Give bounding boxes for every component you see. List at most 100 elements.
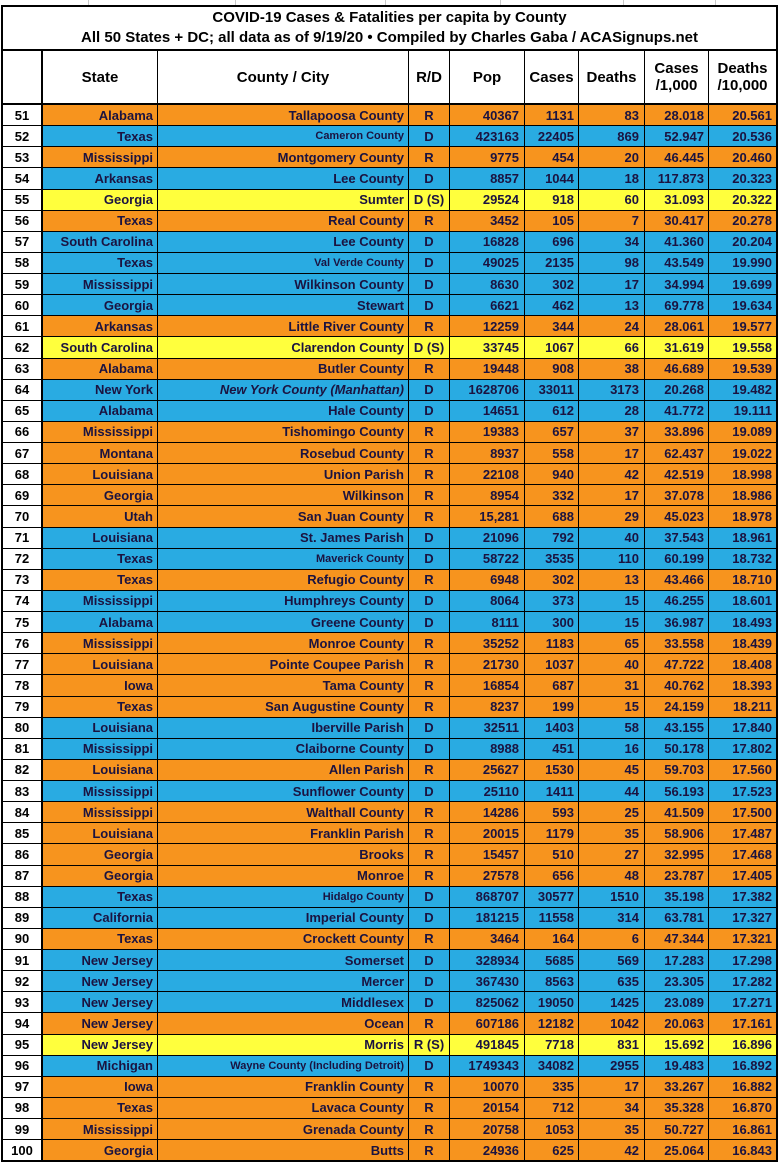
gridline-stub <box>500 0 501 5</box>
cell-party: D <box>409 126 450 147</box>
cell-population: 20154 <box>450 1097 525 1118</box>
cell-county: Franklin Parish <box>158 823 409 844</box>
cell-population: 868707 <box>450 886 525 907</box>
cell-state: Alabama <box>43 358 158 379</box>
cell-rank: 73 <box>3 569 43 590</box>
cell-party: R <box>409 1119 450 1140</box>
cell-cases-per-1000: 15.692 <box>645 1034 709 1055</box>
cell-county: Monroe <box>158 865 409 886</box>
cell-county: Val Verde County <box>158 252 409 273</box>
cell-deaths-per-10000: 17.271 <box>709 992 776 1013</box>
cell-cases: 688 <box>525 506 579 527</box>
cell-county: Grenada County <box>158 1119 409 1140</box>
table-row: 75 Alabama Greene County D 8111 300 15 3… <box>3 612 776 634</box>
col-header-deaths-per-10000-line2: /10,000 <box>717 77 768 94</box>
cell-deaths-per-10000: 19.699 <box>709 274 776 295</box>
cell-deaths-per-10000: 19.577 <box>709 316 776 337</box>
table-row: 90 Texas Crockett County R 3464 164 6 47… <box>3 928 776 950</box>
cell-county: Little River County <box>158 316 409 337</box>
cell-rank: 66 <box>3 421 43 442</box>
cell-cases-per-1000: 19.483 <box>645 1055 709 1076</box>
col-header-rank <box>3 51 43 103</box>
table-row: 94 New Jersey Ocean R 607186 12182 1042 … <box>3 1013 776 1035</box>
cell-deaths: 25 <box>579 802 645 823</box>
cell-rank: 70 <box>3 506 43 527</box>
cell-party: D <box>409 717 450 738</box>
cell-population: 825062 <box>450 992 525 1013</box>
cell-population: 58722 <box>450 548 525 569</box>
cell-deaths: 17 <box>579 443 645 464</box>
cell-county: Clarendon County <box>158 337 409 358</box>
cell-deaths: 34 <box>579 231 645 252</box>
cell-deaths-per-10000: 17.468 <box>709 844 776 865</box>
cell-party: R <box>409 105 450 126</box>
table-row: 78 Iowa Tama County R 16854 687 31 40.76… <box>3 675 776 697</box>
cell-deaths-per-10000: 20.460 <box>709 147 776 168</box>
table-row: 65 Alabama Hale County D 14651 612 28 41… <box>3 400 776 422</box>
cell-cases: 2135 <box>525 252 579 273</box>
cell-cases-per-1000: 43.155 <box>645 717 709 738</box>
table-row: 97 Iowa Franklin County R 10070 335 17 3… <box>3 1076 776 1098</box>
cell-deaths-per-10000: 17.802 <box>709 738 776 759</box>
cell-deaths: 27 <box>579 844 645 865</box>
cell-party: R <box>409 210 450 231</box>
cell-county: Pointe Coupee Parish <box>158 654 409 675</box>
table-row: 60 Georgia Stewart D 6621 462 13 69.778 … <box>3 295 776 317</box>
table-row: 89 California Imperial County D 181215 1… <box>3 907 776 929</box>
cell-deaths-per-10000: 20.561 <box>709 105 776 126</box>
cell-deaths-per-10000: 17.282 <box>709 971 776 992</box>
cell-cases-per-1000: 46.689 <box>645 358 709 379</box>
cell-cases-per-1000: 41.772 <box>645 400 709 421</box>
cell-population: 12259 <box>450 316 525 337</box>
cell-state: California <box>43 907 158 928</box>
cell-cases: 792 <box>525 527 579 548</box>
cell-county: Lee County <box>158 168 409 189</box>
cell-party: D <box>409 992 450 1013</box>
cell-rank: 52 <box>3 126 43 147</box>
cell-deaths-per-10000: 19.089 <box>709 421 776 442</box>
cell-party: R <box>409 464 450 485</box>
cell-rank: 87 <box>3 865 43 886</box>
cell-party: R (S) <box>409 1034 450 1055</box>
cell-deaths-per-10000: 19.482 <box>709 379 776 400</box>
cell-deaths-per-10000: 18.493 <box>709 612 776 633</box>
cell-rank: 81 <box>3 738 43 759</box>
cell-deaths-per-10000: 20.536 <box>709 126 776 147</box>
cell-state: Georgia <box>43 295 158 316</box>
cell-party: D <box>409 168 450 189</box>
gridline-stub <box>88 0 89 5</box>
table-title: COVID-19 Cases & Fatalities per capita b… <box>212 9 567 26</box>
cell-deaths: 48 <box>579 865 645 886</box>
cell-deaths: 635 <box>579 971 645 992</box>
cell-cases-per-1000: 59.703 <box>645 759 709 780</box>
cell-party: R <box>409 1076 450 1097</box>
cell-state: Louisiana <box>43 464 158 485</box>
cell-rank: 82 <box>3 759 43 780</box>
cell-party: D <box>409 231 450 252</box>
cell-rank: 100 <box>3 1140 43 1161</box>
cell-cases: 1067 <box>525 337 579 358</box>
cell-party: D <box>409 1055 450 1076</box>
cell-cases: 625 <box>525 1140 579 1161</box>
cell-rank: 78 <box>3 675 43 696</box>
cell-deaths: 15 <box>579 590 645 611</box>
cell-deaths-per-10000: 17.298 <box>709 950 776 971</box>
cell-party: R <box>409 802 450 823</box>
cell-deaths: 15 <box>579 612 645 633</box>
cell-state: Arkansas <box>43 316 158 337</box>
cell-cases-per-1000: 41.360 <box>645 231 709 252</box>
cell-cases: 300 <box>525 612 579 633</box>
cell-population: 8111 <box>450 612 525 633</box>
cell-county: Wilkinson County <box>158 274 409 295</box>
cell-rank: 57 <box>3 231 43 252</box>
cell-population: 6621 <box>450 295 525 316</box>
cell-party: R <box>409 865 450 886</box>
cell-cases-per-1000: 46.255 <box>645 590 709 611</box>
cell-county: Walthall County <box>158 802 409 823</box>
cell-rank: 69 <box>3 485 43 506</box>
cell-rank: 59 <box>3 274 43 295</box>
table-row: 54 Arkansas Lee County D 8857 1044 18 11… <box>3 168 776 190</box>
cell-county: Iberville Parish <box>158 717 409 738</box>
cell-deaths-per-10000: 17.382 <box>709 886 776 907</box>
cell-deaths-per-10000: 17.840 <box>709 717 776 738</box>
